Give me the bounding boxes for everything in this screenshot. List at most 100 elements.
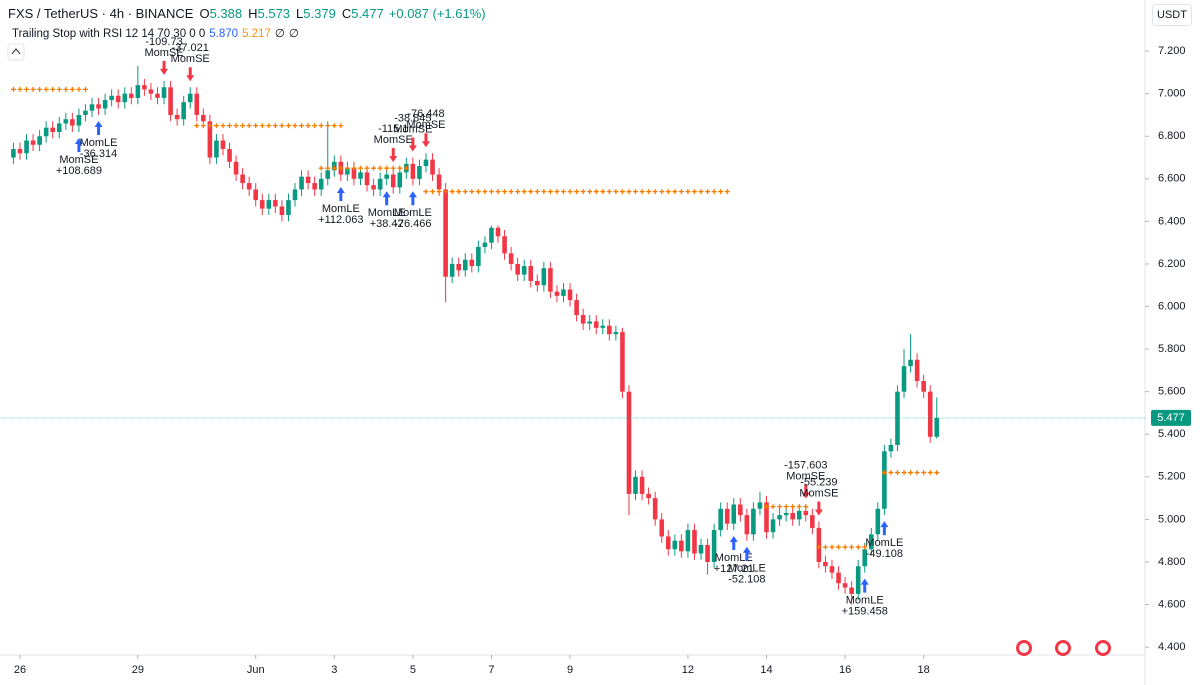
trail-point (24, 86, 30, 92)
indicator-name[interactable]: Trailing Stop with RSI 12 14 70 30 0 0 (12, 28, 206, 40)
signal-label: -37.021 (172, 42, 209, 54)
trail-point (554, 189, 560, 195)
candle-body (849, 587, 854, 594)
candle-body (698, 544, 704, 554)
ohlc-value: 5.477 (351, 6, 384, 21)
candle-body (508, 253, 514, 264)
trail-point (888, 470, 894, 476)
candle-body (554, 291, 560, 296)
candle-body (659, 519, 665, 537)
candle-body (364, 172, 370, 186)
trail-point (482, 189, 488, 195)
signal-label: +112.063 (318, 214, 363, 226)
trail-point (633, 189, 639, 195)
trail-point (659, 189, 665, 195)
candle-body (305, 176, 311, 184)
candle-body (456, 263, 462, 271)
trail-point (233, 123, 239, 129)
trail-point (344, 165, 350, 171)
trail-point (10, 86, 16, 92)
trail-point (855, 544, 861, 550)
trail-point (43, 86, 49, 92)
x-tick-label: 7 (488, 664, 494, 676)
y-tick-label: 5.000 (1158, 513, 1186, 525)
signal-label: +108.689 (56, 165, 102, 177)
signal-label: MomSE (786, 470, 825, 482)
long-arrow (74, 137, 83, 152)
trail-point (17, 86, 23, 92)
trail-point (76, 86, 82, 92)
candle-body (921, 381, 926, 392)
candle-body (37, 136, 42, 145)
symbol[interactable]: FXS / TetherUS · 4h · BINANCE (8, 6, 194, 21)
signal-label: -36.314 (80, 148, 117, 160)
ohlc-value: 5.388 (209, 6, 243, 21)
trail-point (449, 189, 455, 195)
trail-point (312, 123, 318, 129)
trail-point (299, 123, 305, 129)
candle-body (181, 102, 186, 120)
candle-body (96, 104, 101, 109)
candle-body (561, 289, 566, 296)
trail-point (606, 189, 612, 195)
candle-body (89, 104, 95, 111)
trail-point (37, 86, 43, 92)
trail-point (469, 189, 475, 195)
y-tick-label: 5.600 (1158, 386, 1186, 398)
trail-point (338, 165, 344, 171)
trail-point (357, 165, 363, 171)
candle-body (24, 140, 29, 154)
collapse-button[interactable] (7, 43, 25, 61)
trail-point (30, 86, 36, 92)
y-tick-label: 4.600 (1158, 598, 1186, 610)
signal-label: MomLE (368, 207, 406, 219)
currency-button[interactable]: USDT (1152, 4, 1192, 26)
candle-body (11, 149, 16, 158)
signal-label: MomLE (846, 595, 884, 607)
y-tick-label: 6.800 (1158, 130, 1186, 142)
y-tick-label: 6.200 (1158, 258, 1186, 270)
candle-body (541, 268, 547, 286)
ohlc-value: 5.573 (257, 6, 291, 21)
long-arrow (860, 578, 869, 593)
x-tick-label: Jun (247, 664, 265, 676)
candle-body (227, 149, 232, 162)
trail-point (220, 123, 226, 129)
y-tick-label: 5.400 (1158, 428, 1186, 440)
candle-body (626, 391, 632, 494)
candle-body (764, 502, 769, 533)
trail-point (528, 189, 534, 195)
trail-point (331, 123, 337, 129)
candle-body (423, 159, 429, 167)
candle-body (345, 168, 350, 175)
trail-point (777, 504, 783, 510)
signal-label: MomSE (799, 487, 838, 499)
trail-point (377, 165, 383, 171)
trail-point (541, 189, 547, 195)
candle-body (148, 89, 154, 94)
candle-body (266, 200, 272, 209)
trail-point (921, 470, 927, 476)
x-tick-label: 14 (760, 664, 772, 676)
trail-point (685, 189, 691, 195)
short-arrow (421, 133, 430, 148)
trail-point (724, 189, 730, 195)
candle-body (639, 476, 645, 494)
candle-body (155, 93, 160, 98)
trail-point (927, 470, 933, 476)
trail-point (403, 165, 409, 171)
candle-body (358, 172, 363, 179)
candle-body (135, 85, 141, 98)
candle-body (711, 530, 717, 562)
x-tick-label: 26 (14, 664, 26, 676)
trail-point (672, 189, 678, 195)
trail-point (678, 189, 684, 195)
trail-point (423, 189, 429, 195)
candle-body (823, 561, 828, 567)
trail-point (711, 189, 717, 195)
candle-body (757, 502, 763, 509)
candle-body (56, 123, 62, 132)
short-arrow (801, 484, 810, 499)
event-flag-inner (1098, 643, 1108, 653)
trail-point (63, 86, 69, 92)
